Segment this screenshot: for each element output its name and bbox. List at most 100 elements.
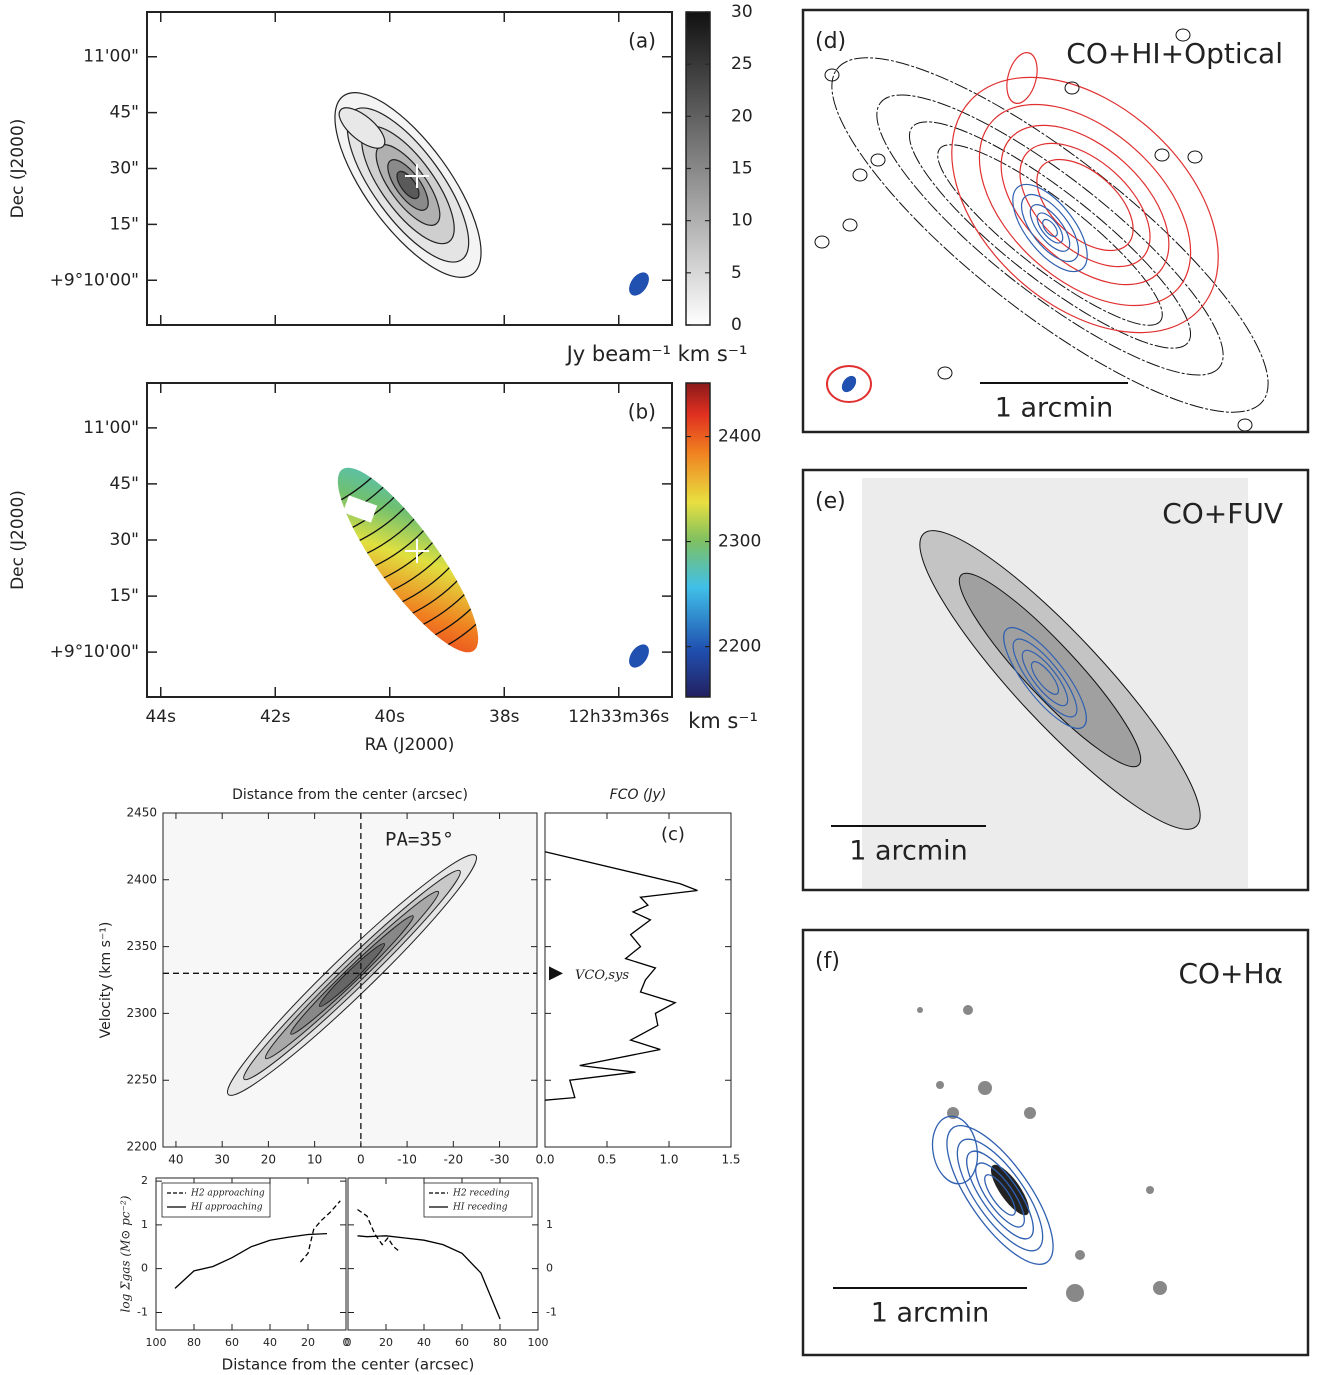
scale-label: 1 arcmin (871, 1298, 990, 1329)
iso-velocity-line (381, 540, 435, 580)
halpha-source (1024, 1107, 1036, 1119)
plot-frame (801, 928, 1310, 1357)
co-contour (975, 1162, 1025, 1228)
overlay (814, 28, 1269, 431)
hi-beam (826, 365, 872, 403)
colorbar (685, 382, 711, 698)
colorbar-tick-label: 20 (731, 106, 753, 126)
y-tick-label: -1 (546, 1305, 557, 1318)
star-contour (870, 153, 886, 167)
colorbar-tick-label: 2400 (718, 427, 761, 447)
plot-frame (155, 1177, 347, 1331)
y-tick-label: 1 (546, 1218, 553, 1231)
iso-velocity-line (390, 552, 444, 592)
halpha-source (936, 1081, 944, 1089)
y-tick-label: 2450 (126, 806, 157, 820)
iso-velocity-line (373, 528, 426, 568)
y-tick-label: 2400 (126, 872, 157, 886)
line (357, 1208, 400, 1252)
star-contour (1237, 418, 1253, 431)
y-tick-label: 30" (110, 159, 139, 179)
x-tick-label: 100 (146, 1336, 167, 1349)
co-contour (966, 1150, 1034, 1240)
scale-label: 1 arcmin (995, 393, 1114, 424)
y-tick-label: 45" (110, 474, 139, 494)
co-contour (931, 1115, 979, 1185)
colorbar-tick-label: 2200 (718, 637, 761, 657)
legend-box (423, 1182, 533, 1218)
line (544, 851, 698, 1101)
colorbar-tick-label: 10 (731, 211, 753, 231)
chart-title: FCO (Jy) (610, 787, 667, 803)
x-tick-label: 0 (343, 1336, 350, 1349)
blank-hole (342, 495, 378, 523)
colorbar-tick-label: 0 (731, 315, 742, 335)
panel-title: CO+FUV (1162, 497, 1283, 530)
x-tick-label: 40 (417, 1336, 431, 1349)
x-tick-label: 1.0 (659, 1153, 678, 1167)
halpha-source (963, 1005, 973, 1015)
y-tick-label: 0 (546, 1262, 553, 1275)
star-contour (1187, 150, 1203, 164)
star-contour (842, 218, 858, 232)
vsys-label: VCO,sys (575, 968, 629, 983)
x-tick-label: 0 (345, 1336, 352, 1349)
x-axis-title: RA (J2000) (365, 735, 455, 755)
x-tick-label: 80 (187, 1336, 201, 1349)
x-axis-title: Distance from the center (arcsec) (222, 1356, 475, 1374)
y-tick-label: 2250 (126, 1073, 157, 1087)
panel-label: (b) (628, 400, 656, 424)
x-tick-label: 30 (215, 1153, 230, 1167)
halpha-source (1066, 1284, 1084, 1302)
panel-label: (e) (815, 489, 846, 514)
chart-title: Distance from the center (arcsec) (232, 787, 468, 803)
star-contour (814, 235, 830, 249)
line (299, 1200, 341, 1263)
beam (629, 272, 649, 296)
y-axis-title: Dec (J2000) (8, 490, 28, 590)
legend-label: HI approaching (190, 1203, 263, 1213)
plot-frame (162, 812, 538, 1148)
x-tick-label: 20 (261, 1153, 276, 1167)
x-tick-label: 0.0 (535, 1153, 554, 1167)
x-tick-label: 44s (145, 707, 176, 727)
vsys-arrow (549, 966, 563, 981)
line (357, 1235, 501, 1320)
y-tick-label: 15" (110, 586, 139, 606)
colorbar-tick-label: 25 (731, 54, 753, 74)
hi-contour (1019, 142, 1151, 268)
iso-velocity-line (355, 504, 408, 543)
x-tick-label: 10 (307, 1153, 322, 1167)
colorbar-tick-label: 2300 (718, 532, 761, 552)
panel-label: (a) (628, 29, 656, 53)
center-cross (405, 539, 429, 563)
y-tick-label: +9°10'00" (50, 642, 139, 662)
x-tick-label: -10 (397, 1153, 417, 1167)
beam (629, 644, 649, 668)
co-beam (841, 375, 857, 393)
panel-label: (f) (815, 949, 840, 974)
co-contour (946, 1125, 1054, 1265)
colorbar-tick-label: 15 (731, 159, 753, 179)
pv-contour (318, 943, 386, 1007)
scale-label: 1 arcmin (849, 836, 968, 867)
y-tick-label: 2350 (126, 939, 157, 953)
contour (396, 170, 420, 200)
x-tick-label: 1.5 (721, 1153, 740, 1167)
star-contour (1154, 148, 1170, 162)
line (174, 1232, 328, 1289)
panel-title: CO+Hα (1178, 957, 1283, 990)
x-tick-label: 20 (301, 1336, 315, 1349)
y-axis-title: log Σgas (M⊙ pc⁻²) (119, 1195, 133, 1312)
x-tick-label: 0 (357, 1153, 365, 1167)
x-tick-label: 40 (263, 1336, 277, 1349)
hi-contour (1000, 124, 1170, 286)
legend-box (161, 1182, 271, 1218)
x-tick-label: 12h33m36s (568, 707, 669, 727)
halpha-source (1153, 1281, 1167, 1295)
plot-frame (347, 1177, 539, 1331)
panel-label: (c) (661, 824, 685, 845)
star-contour (824, 68, 840, 82)
optical-contour (831, 57, 1269, 413)
